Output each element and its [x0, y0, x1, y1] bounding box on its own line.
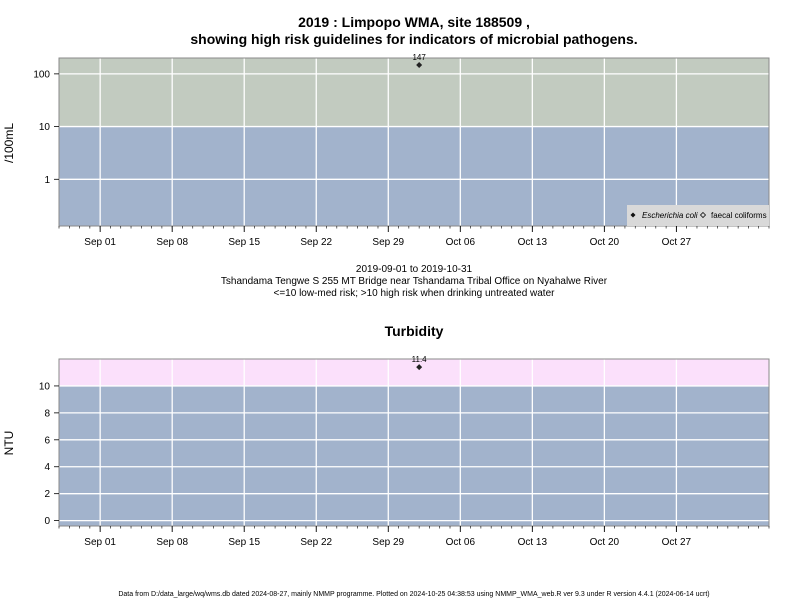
- legend-label-faecal-coliforms: faecal coliforms: [711, 211, 767, 220]
- data-label: 11.4: [412, 355, 428, 364]
- x-tick-label: Sep 08: [156, 537, 188, 548]
- x-tick-label: Sep 29: [372, 537, 404, 548]
- x-tick-label: Sep 15: [228, 537, 260, 548]
- x-tick-label: Sep 01: [84, 537, 116, 548]
- high-risk-band: [59, 359, 769, 386]
- y-tick-label: 8: [44, 408, 50, 419]
- x-tick-label: Sep 08: [156, 237, 188, 248]
- caption-guideline: <=10 low-med risk; >10 high risk when dr…: [274, 288, 556, 299]
- y-tick-label: 10: [39, 122, 51, 133]
- x-tick-label: Sep 15: [228, 237, 260, 248]
- y-tick-label: 2: [44, 489, 50, 500]
- plot-border: [58, 57, 770, 227]
- legend-box: [627, 205, 769, 226]
- data-point: [416, 62, 423, 69]
- chart-title-line1: 2019 : Limpopo WMA, site 188509 ,: [298, 14, 530, 30]
- y-tick-label: 6: [44, 435, 50, 446]
- x-tick-label: Oct 27: [662, 237, 692, 248]
- microbial-y-axis-label: /100mL: [2, 123, 16, 163]
- x-tick-label: Sep 22: [300, 237, 332, 248]
- x-tick-label: Oct 06: [446, 537, 476, 548]
- turbidity-title: Turbidity: [385, 323, 444, 339]
- turbidity-y-axis-label: NTU: [2, 431, 16, 456]
- plot-border: [58, 358, 770, 527]
- microbial-chart-panel: 1 10 100 Sep 01 Sep 08 Sep 15 Sep 22 Sep 29 Oct …: [33, 53, 770, 248]
- turbidity-chart-panel: 0 2 4 6 8 10 Sep 01 Sep 08 Sep 15 Sep 22 Sep 29 Oct…: [39, 355, 770, 548]
- caption-site: Tshandama Tengwe S 255 MT Bridge near Ts…: [221, 276, 608, 287]
- y-tick-label: 0: [44, 516, 50, 527]
- legend-marker-faecal-coliforms: [699, 211, 707, 219]
- x-tick-label: Sep 29: [372, 237, 404, 248]
- data-label: 147: [412, 53, 426, 62]
- x-tick-label: Oct 13: [518, 537, 548, 548]
- legend-label-escherichia-coli: Escherichia coli: [642, 211, 698, 220]
- y-tick-label: 100: [33, 69, 50, 80]
- legend: Escherichia coli faecal coliforms: [627, 205, 769, 226]
- x-tick-label: Sep 01: [84, 237, 116, 248]
- x-tick-label: Oct 13: [518, 237, 548, 248]
- data-point: [416, 364, 423, 371]
- y-tick-label: 4: [44, 462, 50, 473]
- chart-title-line2: showing high risk guidelines for indicat…: [190, 31, 637, 47]
- x-tick-label: Oct 20: [590, 537, 620, 548]
- y-tick-label: 10: [39, 381, 51, 392]
- y-tick-label: 1: [44, 175, 50, 186]
- legend-marker-escherichia-coli: [630, 212, 636, 218]
- low-risk-band: [59, 385, 769, 526]
- x-tick-label: Oct 06: [446, 237, 476, 248]
- caption-date-range: 2019-09-01 to 2019-10-31: [356, 264, 473, 275]
- x-tick-label: Sep 22: [300, 537, 332, 548]
- high-risk-band: [59, 58, 769, 127]
- footer-note: Data from D:/data_large/wq/wms.db dated …: [118, 591, 709, 598]
- x-tick-label: Oct 20: [590, 237, 620, 248]
- x-tick-label: Oct 27: [662, 537, 692, 548]
